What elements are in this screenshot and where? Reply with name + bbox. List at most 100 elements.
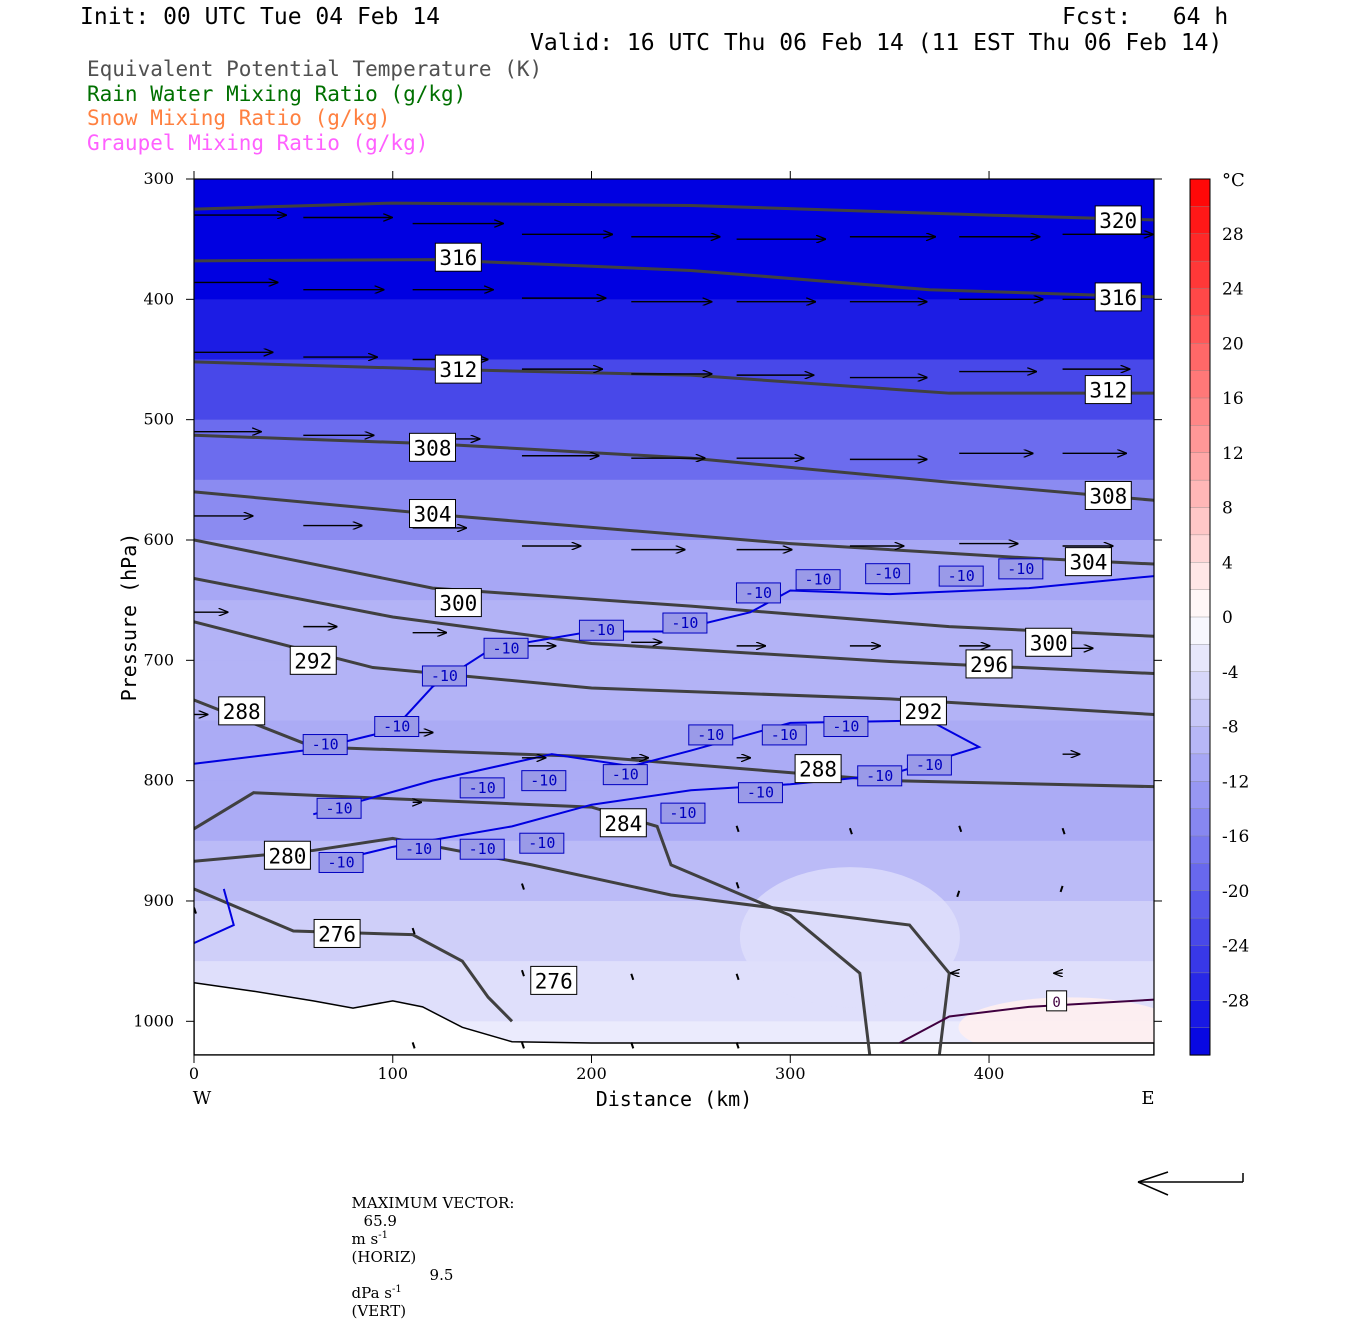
temperature-contour-label: -10 [578,619,624,641]
temperature-contour-label: -10 [795,569,841,591]
svg-text:-10: -10 [747,784,774,802]
wind-vector [411,1042,416,1049]
svg-text:-10: -10 [405,840,432,858]
legend-rain-water: Rain Water Mixing Ratio (g/kg) [87,82,467,106]
colorbar-cell [1189,781,1211,810]
x-tick-label: 100 [377,1064,408,1083]
legend-snow: Snow Mixing Ratio (g/kg) [87,106,391,130]
svg-text:320: 320 [1099,209,1137,233]
theta-e-label: 284 [599,808,647,838]
temperature-contour-label: -10 [823,716,869,737]
y-tick-label: 900 [143,891,174,910]
svg-text:-10: -10 [669,804,696,822]
svg-text:-10: -10 [771,726,798,744]
temperature-contour-label: -10 [602,764,648,786]
colorbar-cell [1189,452,1211,481]
y-tick-label: 800 [143,771,174,790]
wind-vector [411,927,416,935]
theta-e-contour [194,887,514,1023]
warm-region [958,997,1154,1055]
svg-text:-10: -10 [671,614,698,632]
svg-text:-10: -10 [469,779,496,797]
svg-text:312: 312 [1089,379,1127,403]
theta-e-label: 288 [794,754,842,784]
temperature-band [194,299,1154,361]
svg-text:-10: -10 [832,718,859,736]
y-axis-title: Pressure (hPa) [117,533,141,702]
svg-text:-10: -10 [697,726,724,744]
wind-vector [1061,827,1066,835]
theta-e-contour [194,791,872,1055]
colorbar-cell [1189,726,1211,755]
colorbar-cell [1189,835,1211,865]
temperature-band [194,479,1154,541]
temperature-contour-label: -10 [906,754,952,776]
legend-graupel: Graupel Mixing Ratio (g/kg) [87,131,429,155]
svg-text:-10: -10 [312,736,339,754]
colorbar-cell [1189,945,1211,974]
theta-e-contour [194,538,1154,638]
svg-text:-10: -10 [530,772,557,790]
theta-e-label: 308 [1084,480,1132,510]
svg-text:-10: -10 [866,767,893,785]
wind-vector [735,882,740,889]
theta-e-label: 312 [1084,375,1132,405]
colorbar-tick-label: -28 [1222,991,1249,1011]
colorbar-cell [1189,1000,1211,1029]
wind-vector [521,883,525,890]
horiz-tag: (HORIZ) [351,1248,417,1266]
theta-e-label: 312 [434,354,482,384]
colorbar-cell [1189,589,1211,618]
max-vector-footer: MAXIMUM VECTOR: 65.9 m s-1 (HORIZ) 9.5 d… [342,1176,515,1320]
y-tick-label: 300 [143,169,174,188]
temperature-contour-label: -10 [857,765,903,787]
colorbar-unit: °C [1222,170,1245,191]
colorbar-cell [1189,288,1211,317]
colorbar-cell [1189,890,1211,919]
temperature-contour [312,719,982,863]
x-tick-label: 400 [974,1064,1005,1083]
temperature-contour-label: -10 [519,832,565,854]
temperature-band [194,720,1154,782]
colorbar-tick-label: -8 [1222,718,1239,738]
temperature-contour-label: -10 [459,777,505,799]
svg-text:312: 312 [439,358,477,382]
svg-text:-10: -10 [1007,560,1034,578]
temperature-contour-label: -10 [735,582,781,604]
colorbar-cell [1189,644,1211,673]
wind-vector [735,973,740,981]
y-tick-label: 600 [143,530,174,549]
svg-text:-10: -10 [328,853,355,871]
colorbar-cell [1189,233,1211,262]
colorbar-cell [1189,260,1211,290]
theta-e-label: 308 [409,432,457,462]
temperature-contour-label: -10 [761,724,807,746]
colorbar-cell [1189,671,1211,700]
temperature-contour-label: -10 [737,782,783,804]
temperature-contour-label: -10 [316,797,362,819]
svg-text:-10: -10 [805,571,832,589]
x-axis-title: Distance (km) [596,1087,753,1111]
theta-e-label: 276 [313,918,361,948]
svg-text:308: 308 [414,436,452,460]
theta-e-label: 300 [1025,627,1073,657]
wind-vector [848,827,853,835]
colorbar-cell [1189,206,1211,235]
vert-unit: dPa s [351,1284,392,1302]
wind-vector [630,1042,635,1049]
svg-text:-10: -10 [916,756,943,774]
colorbar-cell [1189,698,1211,728]
svg-text:296: 296 [970,653,1008,677]
terrain-surface [194,982,1154,1055]
temperature-band [194,179,1154,301]
temperature-contour-label: -10 [302,734,348,756]
temperature-band [194,419,1154,481]
colorbar-cell [1189,397,1211,427]
temperature-contour-label: -10 [374,716,420,737]
theta-e-label: 292 [899,696,947,726]
colorbar-tick-label: 4 [1222,553,1233,573]
svg-text:-10: -10 [528,834,555,852]
temperature-contour-label: -10 [396,838,442,860]
colorbar-tick-label: -16 [1222,827,1249,847]
vert-tag: (VERT) [351,1302,407,1320]
